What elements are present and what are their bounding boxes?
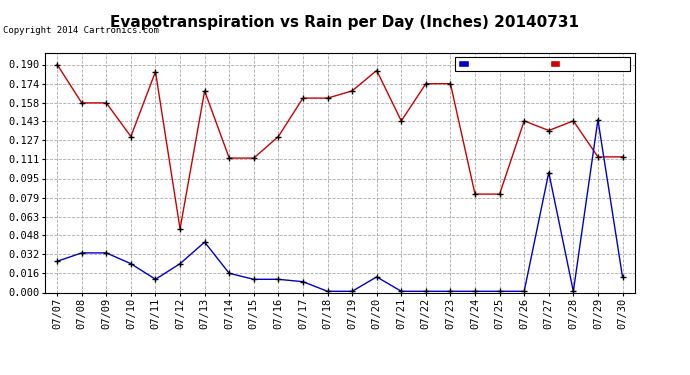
Legend: Rain  (Inches), ET  (Inches): Rain (Inches), ET (Inches) [455, 57, 630, 71]
Text: Evapotranspiration vs Rain per Day (Inches) 20140731: Evapotranspiration vs Rain per Day (Inch… [110, 15, 580, 30]
Text: Copyright 2014 Cartronics.com: Copyright 2014 Cartronics.com [3, 26, 159, 35]
